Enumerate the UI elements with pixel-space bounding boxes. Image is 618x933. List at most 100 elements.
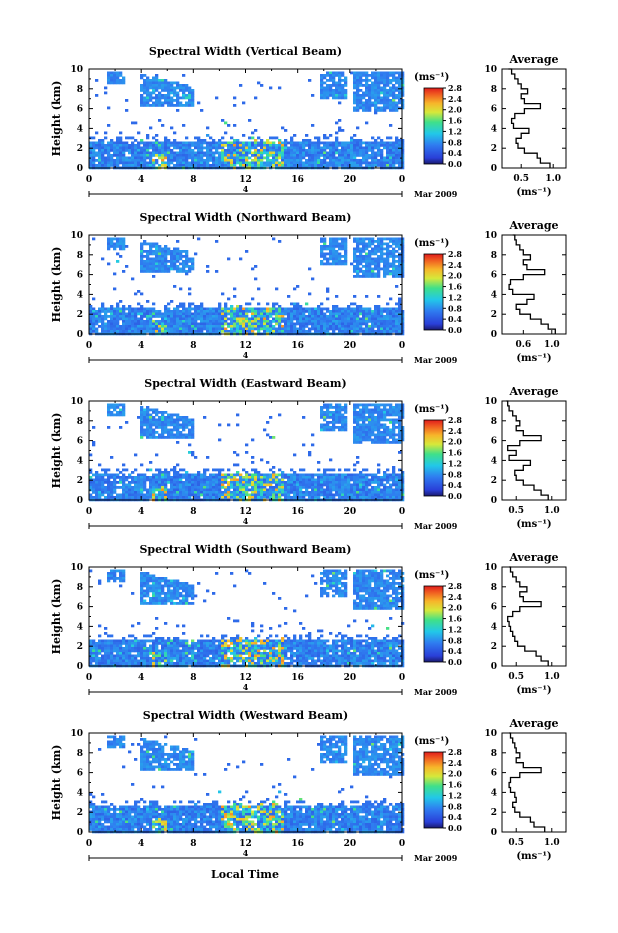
- heatmap-cell: [338, 129, 341, 132]
- heatmap-cell: [164, 87, 167, 90]
- heatmap-cell: [203, 484, 206, 487]
- heatmap-cell: [371, 159, 374, 162]
- heatmap-cell: [128, 476, 131, 479]
- heatmap-cell: [158, 411, 161, 414]
- heatmap-cell: [137, 154, 140, 157]
- heatmap-cell: [329, 479, 332, 482]
- heatmap-cell: [107, 474, 110, 477]
- heatmap-cell: [299, 325, 302, 328]
- heatmap-cell: [326, 325, 329, 328]
- heatmap-cell: [287, 315, 290, 318]
- heatmap-cell: [338, 255, 341, 258]
- heatmap-cell: [353, 72, 356, 75]
- heatmap-cell: [161, 159, 164, 162]
- heatmap-cell: [113, 74, 116, 77]
- heatmap-cell: [386, 164, 389, 167]
- heatmap-cell: [290, 476, 293, 479]
- heatmap-cell: [269, 159, 272, 162]
- heatmap-cell: [191, 479, 194, 482]
- heatmap-cell: [293, 330, 296, 333]
- heatmap-cell: [224, 496, 227, 499]
- heatmap-cell: [116, 147, 119, 150]
- heatmap-cell: [380, 164, 383, 167]
- heatmap-cell: [110, 318, 113, 321]
- heatmap-cell: [383, 99, 386, 102]
- heatmap-cell: [353, 102, 356, 105]
- heatmap-cell: [170, 436, 173, 439]
- heatmap-cell: [299, 496, 302, 499]
- heatmap-cell: [98, 139, 101, 142]
- heatmap-cell: [155, 494, 158, 497]
- heatmap-cell: [254, 318, 257, 321]
- heatmap-cell: [176, 441, 179, 444]
- heatmap-cell: [341, 489, 344, 492]
- heatmap-cell: [302, 444, 305, 447]
- heatmap-cell: [401, 139, 404, 142]
- heatmap-cell: [353, 464, 356, 467]
- heatmap-cell: [368, 142, 371, 145]
- heatmap-cell: [359, 243, 362, 246]
- heatmap-cell: [167, 139, 170, 142]
- heatmap-cell: [167, 260, 170, 263]
- heatmap-cell: [251, 328, 254, 331]
- heatmap-cell: [338, 92, 341, 95]
- heatmap-cell: [365, 107, 368, 110]
- heatmap-cell: [308, 315, 311, 318]
- heatmap-cell: [254, 491, 257, 494]
- heatmap-cell: [251, 320, 254, 323]
- heatmap-cell: [185, 323, 188, 326]
- heatmap-cell: [182, 323, 185, 326]
- heatmap-cell: [110, 310, 113, 313]
- heatmap-cell: [182, 434, 185, 437]
- heatmap-cell: [221, 149, 224, 152]
- heatmap-cell: [362, 265, 365, 268]
- heatmap-cell: [155, 82, 158, 85]
- heatmap-cell: [221, 142, 224, 145]
- heatmap-cell: [341, 318, 344, 321]
- heatmap-cell: [356, 308, 359, 311]
- heatmap-cell: [158, 250, 161, 253]
- heatmap-cell: [320, 481, 323, 484]
- heatmap-cell: [122, 248, 125, 251]
- heatmap-cell: [335, 94, 338, 97]
- heatmap-cell: [185, 419, 188, 422]
- heatmap-cell: [326, 74, 329, 77]
- heatmap-cell: [329, 491, 332, 494]
- heatmap-cell: [401, 248, 404, 251]
- heatmap-cell: [323, 308, 326, 311]
- heatmap-cell: [329, 162, 332, 165]
- heatmap-cell: [110, 154, 113, 157]
- heatmap-cell: [161, 328, 164, 331]
- heatmap-cell: [326, 152, 329, 155]
- heatmap-cell: [359, 260, 362, 263]
- heatmap-cell: [125, 159, 128, 162]
- heatmap-cell: [140, 489, 143, 492]
- heatmap-cell: [368, 313, 371, 316]
- heatmap-cell: [347, 489, 350, 492]
- heatmap-cell: [107, 149, 110, 152]
- heatmap-cell: [386, 250, 389, 253]
- heatmap-cell: [320, 315, 323, 318]
- heatmap-cell: [176, 491, 179, 494]
- heatmap-cell: [374, 147, 377, 150]
- heatmap-cell: [119, 471, 122, 474]
- heatmap-cell: [377, 84, 380, 87]
- heatmap-cell: [365, 87, 368, 90]
- heatmap-cell: [272, 164, 275, 167]
- heatmap-cell: [293, 310, 296, 313]
- heatmap-cell: [329, 154, 332, 157]
- heatmap-cell: [155, 263, 158, 266]
- heatmap-cell: [281, 144, 284, 147]
- heatmap-cell: [230, 323, 233, 326]
- heatmap-cell: [167, 87, 170, 90]
- heatmap-cell: [104, 157, 107, 160]
- heatmap-cell: [104, 162, 107, 165]
- heatmap-cell: [134, 159, 137, 162]
- heatmap-cell: [158, 104, 161, 107]
- heatmap-cell: [113, 147, 116, 150]
- heatmap-cell: [374, 77, 377, 80]
- heatmap-cell: [104, 313, 107, 316]
- heatmap-cell: [377, 263, 380, 266]
- heatmap-cell: [128, 320, 131, 323]
- heatmap-cell: [311, 159, 314, 162]
